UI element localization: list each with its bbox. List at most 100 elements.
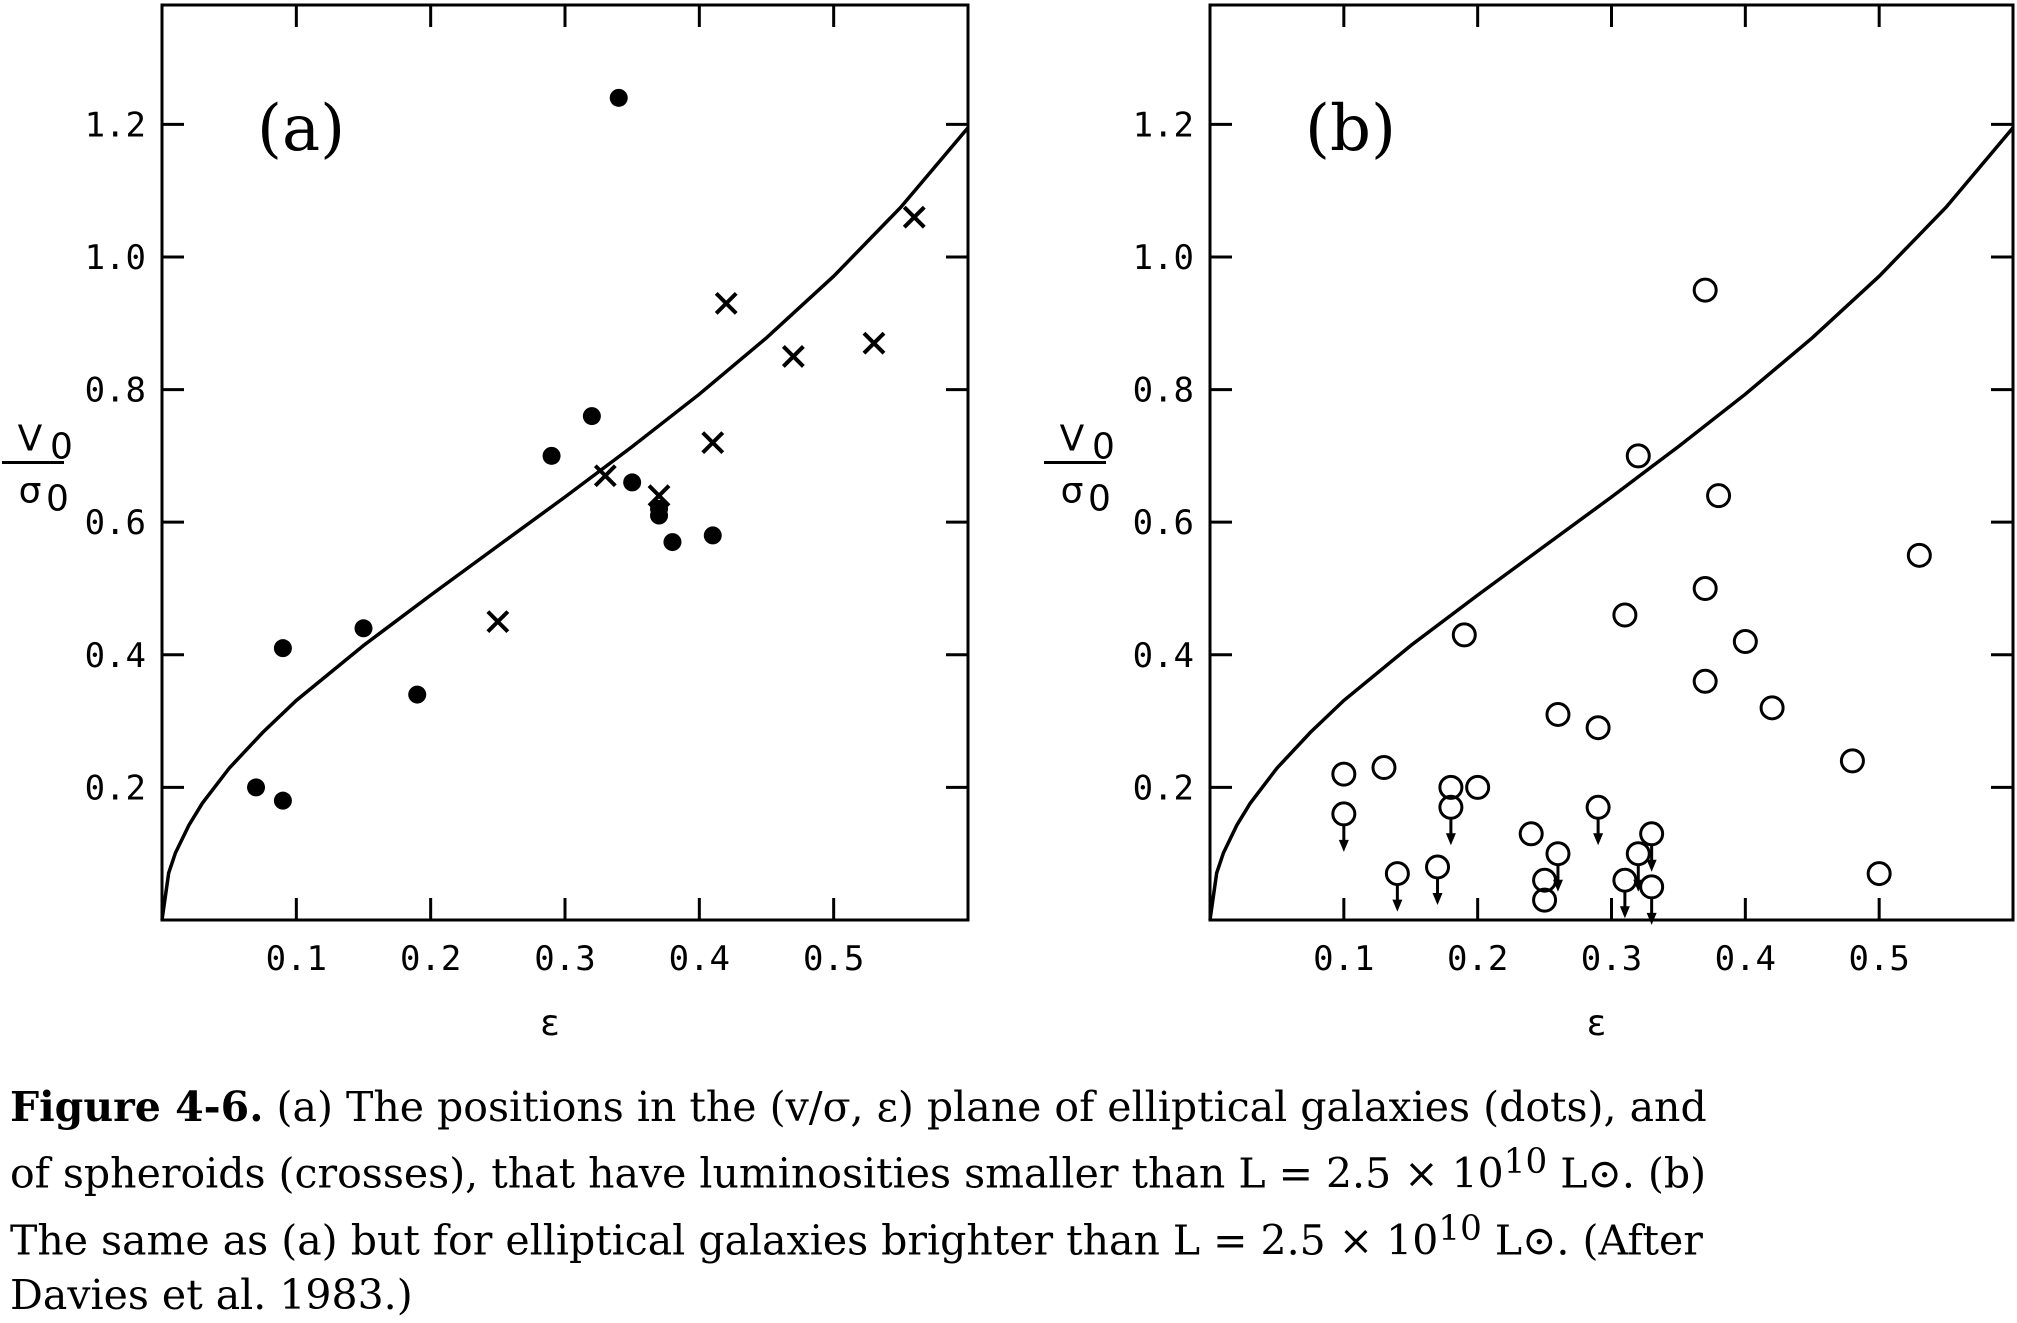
- panel-a-cross-point: [701, 431, 725, 455]
- panel-a-dot-point: [354, 619, 373, 638]
- panel-a-ylabel-denominator-sub: 0: [46, 479, 69, 520]
- panel-b-circle-point: [1438, 774, 1464, 800]
- upper-limit-circle: [1585, 794, 1611, 820]
- arrow-down-icon: [1392, 899, 1403, 912]
- panel-a-ylabel-denominator: σ: [19, 471, 42, 512]
- caption-text-2b: L⊙. (b): [1547, 1149, 1707, 1198]
- panel-a: 0.1 0.2 0.3 0.4 0.5 0.2 0.4 0.6 0.8 1.0 1.2 (a) ε V 0σ…: [2, 3, 970, 1044]
- panel-b-circle-point: [1866, 861, 1892, 887]
- arrow-down-icon: [1646, 859, 1657, 872]
- panel-b-circle-point: [1759, 695, 1785, 721]
- caption-text-3a: The same as (a) but for elliptical galax…: [10, 1216, 1439, 1265]
- panel-b-upper-limit-point: [1384, 861, 1410, 912]
- panel-b-upper-limit-point: [1625, 841, 1651, 892]
- panel-b-upper-limit-point: [1545, 841, 1571, 892]
- cross-stroke: [902, 205, 926, 229]
- panel-b-circle-point: [1625, 443, 1651, 469]
- panel-a-cross-point: [593, 464, 617, 488]
- panel-a-ylabel-numerator: V: [18, 419, 43, 460]
- caption-line-1: Figure 4-6. (a) The positions in the (v/…: [10, 1080, 2005, 1135]
- panel-b-circle-point: [1585, 715, 1611, 741]
- panel-b-circle-point: [1612, 602, 1638, 628]
- panel-a-dot-point: [247, 778, 266, 797]
- caption-text-3b: L⊙. (After: [1481, 1216, 1703, 1265]
- caption-lead: Figure 4-6.: [10, 1083, 264, 1131]
- arrow-down-icon: [1552, 879, 1563, 892]
- panel-a-dot-point: [542, 446, 561, 465]
- cross-stroke: [862, 331, 886, 355]
- upper-limit-circle: [1639, 874, 1665, 900]
- panel-b: 0.1 0.2 0.3 0.4 0.5 0.2 0.4 0.6 0.8 1.0 1.2 (b) ε V 0σ…: [1044, 3, 2015, 1044]
- caption-text-2a: of spheroids (crosses), that have lumino…: [10, 1149, 1504, 1198]
- panel-a-ytick-label: 1.2: [85, 105, 146, 145]
- panel-b-ylabel-denominator: σ: [1061, 471, 1084, 512]
- cross-stroke: [647, 484, 671, 508]
- panel-a-dot-point: [703, 526, 722, 545]
- arrow-down-icon: [1432, 892, 1443, 905]
- cross-stroke: [593, 464, 617, 488]
- panel-a-xtick-label: 0.1: [266, 939, 327, 979]
- panel-a-ytick-label: 0.8: [85, 371, 146, 411]
- upper-limit-circle: [1331, 801, 1357, 827]
- panel-b-circle-point: [1692, 277, 1718, 303]
- panel-a-xtick-label: 0.3: [534, 939, 595, 979]
- panel-a-ytick-label: 0.2: [85, 768, 146, 808]
- panel-a-xtick-label: 0.4: [669, 939, 730, 979]
- panel-a-dot-point: [408, 685, 427, 704]
- panel-b-circle-point: [1839, 748, 1865, 774]
- panel-a-label: (a): [257, 92, 345, 166]
- panel-a-cross-point: [902, 205, 926, 229]
- panel-a-cross-point: [714, 291, 738, 315]
- panel-a-xtick-label: 0.2: [400, 939, 461, 979]
- panel-b-circle-point: [1545, 701, 1571, 727]
- upper-limit-circle: [1545, 841, 1571, 867]
- panel-a-cross-point: [781, 344, 805, 368]
- panel-a-ytick-label: 0.4: [85, 636, 146, 676]
- panel-b-upper-limit-point: [1612, 867, 1638, 919]
- panel-a-cross-point: [647, 484, 671, 508]
- panel-b-circle-point: [1518, 821, 1544, 847]
- caption-exponent-3: 10: [1438, 1208, 1482, 1249]
- panel-b-xtick-label: 0.4: [1715, 939, 1776, 979]
- panel-b-circle-point: [1532, 887, 1558, 913]
- panel-b-ytick-label: 0.6: [1133, 503, 1194, 543]
- panel-b-ytick-label: 0.2: [1133, 768, 1194, 808]
- panel-b-circle-point: [1371, 755, 1397, 780]
- panel-b-circle-point: [1706, 483, 1732, 509]
- cross-stroke: [486, 610, 510, 634]
- cross-stroke: [701, 431, 725, 455]
- panel-b-ylabel-numerator: V: [1060, 419, 1085, 460]
- panel-b-circle-point: [1906, 542, 1932, 568]
- panel-b-xtick-label: 0.2: [1447, 939, 1508, 979]
- panel-a-dot-point: [609, 88, 628, 107]
- panel-b-upper-limit-point: [1438, 794, 1464, 846]
- upper-limit-circle: [1384, 861, 1410, 887]
- panel-a-dot-point: [650, 506, 669, 525]
- panel-a-dot-point: [273, 791, 292, 810]
- caption-exponent-2: 10: [1503, 1142, 1548, 1182]
- arrow-down-icon: [1619, 906, 1630, 919]
- panel-a-dot-point: [623, 473, 642, 492]
- panel-b-model-curve: [1208, 126, 2015, 921]
- panel-a-cross-point: [486, 610, 510, 634]
- panel-b-ytick-label: 0.4: [1133, 636, 1194, 676]
- panel-a-dot-point: [582, 407, 601, 426]
- panel-b-upper-limit-point: [1585, 794, 1611, 846]
- panel-b-ytick-label: 0.8: [1133, 371, 1194, 411]
- panel-b-circle-point: [1451, 622, 1477, 648]
- panel-b-ylabel-denominator-sub: 0: [1088, 479, 1111, 520]
- panel-b-xlabel: ε: [1587, 1003, 1606, 1044]
- panel-b-upper-limit-point: [1425, 854, 1451, 905]
- panel-b-ytick-label: 1.0: [1133, 238, 1194, 278]
- panel-b-upper-limit-point: [1639, 821, 1665, 872]
- figure-caption: Figure 4-6. (a) The positions in the (v/…: [10, 1080, 2005, 1323]
- caption-line-3: The same as (a) but for elliptical galax…: [10, 1202, 2005, 1269]
- caption-line-2: of spheroids (crosses), that have lumino…: [10, 1135, 2005, 1202]
- upper-limit-circle: [1625, 841, 1651, 867]
- caption-text-1: (a) The positions in the (v/σ, ε) plane …: [276, 1083, 1707, 1131]
- panel-b-xtick-label: 0.3: [1581, 939, 1642, 979]
- arrow-down-icon: [1338, 839, 1349, 852]
- panel-b-upper-limit-point: [1639, 874, 1665, 925]
- panel-b-xtick-label: 0.5: [1848, 939, 1909, 979]
- panel-a-dot-point: [273, 639, 292, 658]
